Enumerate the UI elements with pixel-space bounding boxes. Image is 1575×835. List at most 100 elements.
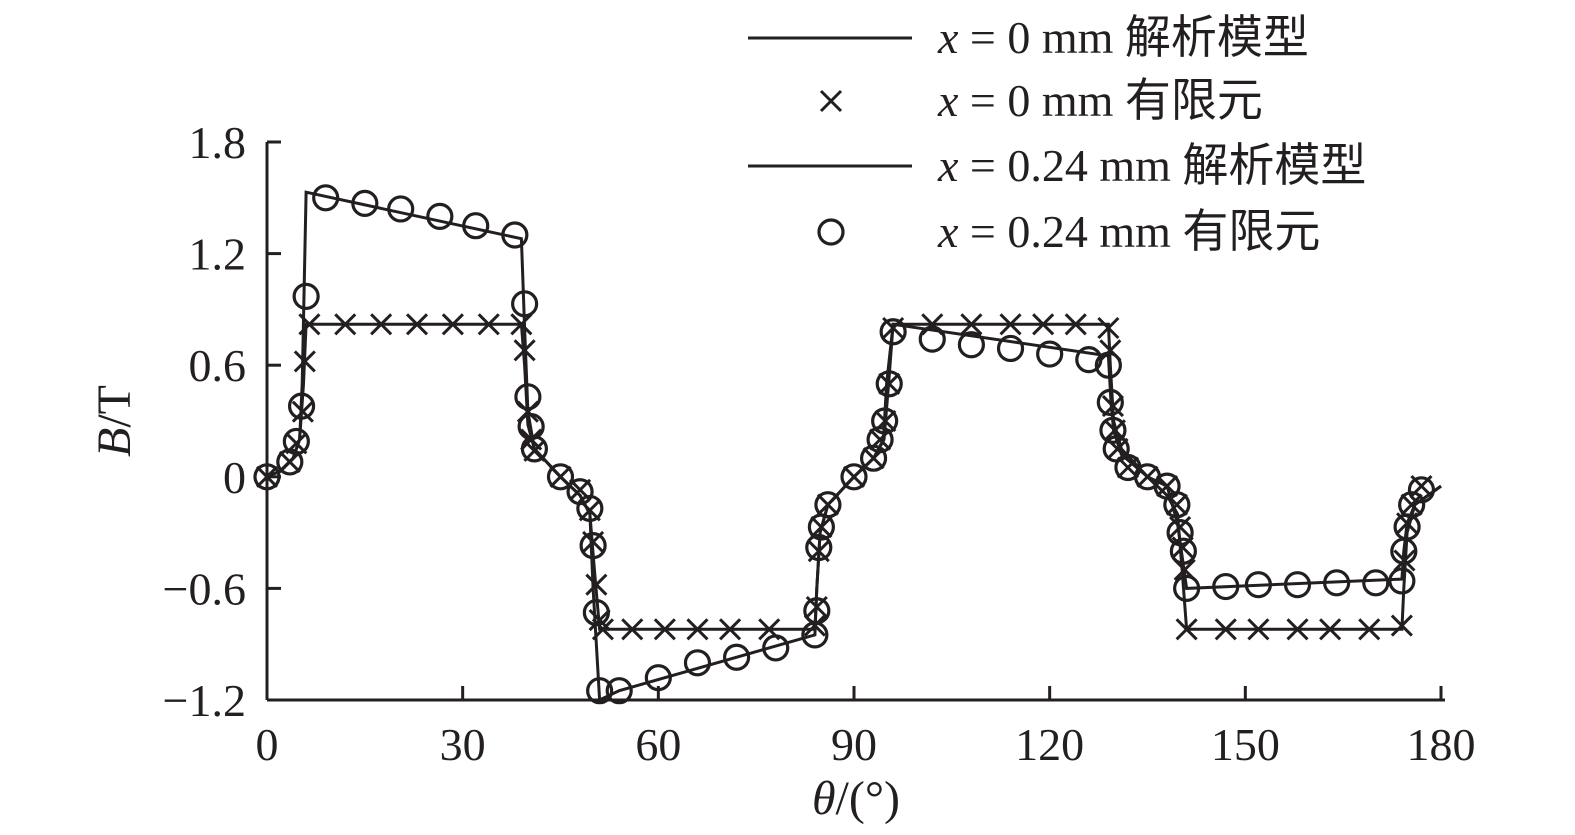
circle-marker <box>462 212 490 240</box>
cross-marker <box>719 618 742 641</box>
y-tick-label: −0.6 <box>163 563 246 614</box>
circle-marker <box>1323 569 1351 597</box>
circle-marker <box>576 494 604 523</box>
x-axis-title: θ/(°) <box>812 772 900 825</box>
circle-marker <box>1398 491 1426 519</box>
cross-marker <box>293 350 316 373</box>
circle-marker <box>1169 537 1197 565</box>
cross-marker <box>477 313 500 336</box>
cross-marker <box>1358 618 1381 641</box>
cross-marker <box>441 313 464 336</box>
circle-marker <box>292 282 320 310</box>
circle-marker <box>683 649 712 677</box>
circle-marker <box>803 597 831 625</box>
cross-marker <box>1214 618 1237 641</box>
cross-marker <box>1175 618 1198 641</box>
cross-marker <box>686 618 709 641</box>
circle-marker <box>501 221 529 249</box>
cross-marker <box>1286 618 1309 641</box>
circle-marker <box>546 463 575 491</box>
x-tick-label: 0 <box>256 719 279 770</box>
cross-marker <box>999 313 1022 336</box>
y-axis-title: B/T <box>88 385 141 457</box>
cross-marker <box>405 313 429 336</box>
cross-marker <box>370 313 393 336</box>
circle-marker <box>762 634 790 662</box>
circle-marker <box>1075 346 1103 374</box>
circle-marker <box>1163 491 1191 519</box>
circle-marker <box>387 195 415 223</box>
circle-marker <box>996 334 1025 363</box>
series-3 <box>266 190 1442 703</box>
y-tick-label: −1.2 <box>163 675 246 726</box>
cross-marker <box>1400 493 1423 516</box>
circle-marker <box>351 189 379 217</box>
x-tick-label: 90 <box>831 719 877 770</box>
circle-marker <box>871 407 899 435</box>
cross-marker <box>334 313 357 336</box>
cross-marker <box>878 372 901 395</box>
circle-marker <box>859 444 888 472</box>
circle-marker <box>579 532 607 560</box>
circle-marker <box>511 290 539 318</box>
series-2 <box>255 313 1433 641</box>
cross-marker <box>1169 515 1192 539</box>
circle-marker <box>1099 416 1127 444</box>
y-ticks: −1.2 −0.6 0 0.6 1.2 1.8 <box>163 117 281 726</box>
circle-marker <box>879 318 907 346</box>
cross-marker <box>1247 618 1270 641</box>
circle-marker <box>1388 567 1416 595</box>
circle-marker <box>840 463 868 491</box>
series-line <box>266 190 1442 703</box>
circle-marker <box>1096 388 1124 416</box>
cross-marker <box>960 313 983 336</box>
cross-marker <box>1390 614 1413 637</box>
circle-marker <box>875 370 903 398</box>
cross-marker <box>1319 618 1342 641</box>
x-tick-label: 150 <box>1211 719 1280 770</box>
x-ticks: 0 30 60 90 120 150 180 <box>256 686 1476 770</box>
legend-item-3: x = 0.24 mm 解析模型 <box>748 140 1366 191</box>
circle-marker <box>1283 571 1312 599</box>
cross-marker <box>621 618 644 641</box>
circle-marker <box>1407 476 1436 504</box>
legend-item-4: x = 0.24 mm 有限元 <box>817 206 1320 257</box>
cross-marker <box>1032 313 1055 336</box>
circle-marker <box>426 202 454 230</box>
circle-marker <box>1036 340 1064 368</box>
legend-label: x = 0.24 mm 有限元 <box>937 206 1320 257</box>
circle-marker <box>918 325 946 353</box>
legend-item-1: x = 0 mm 解析模型 <box>748 12 1309 63</box>
circle-marker <box>1166 518 1194 547</box>
circle-marker <box>586 677 614 705</box>
x-tick-label: 180 <box>1407 719 1476 770</box>
legend-label: x = 0 mm 有限元 <box>937 75 1263 126</box>
x-tick-label: 120 <box>1015 719 1084 770</box>
circle-marker <box>1362 569 1390 597</box>
circle-marker <box>1244 571 1272 599</box>
circle-marker <box>957 331 986 359</box>
circle-marker <box>1212 572 1240 601</box>
legend-item-2: x = 0 mm 有限元 <box>819 75 1263 126</box>
cross-marker <box>653 618 676 641</box>
y-tick-label: 1.8 <box>189 117 247 168</box>
circle-marker <box>282 427 310 456</box>
circle-marker <box>866 426 894 454</box>
cross-marker <box>1064 313 1087 336</box>
circle-marker <box>287 392 316 420</box>
series-4 <box>253 184 1436 705</box>
x-tick-label: 30 <box>440 719 486 770</box>
circle-marker <box>520 435 549 463</box>
legend: x = 0 mm 解析模型 x = 0 mm 有限元 x = 0.24 mm 解析模… <box>748 12 1366 257</box>
legend-label: x = 0 mm 解析模型 <box>937 12 1309 63</box>
plot-area <box>253 184 1442 705</box>
x-tick-label: 60 <box>635 719 681 770</box>
circle-marker <box>312 184 340 212</box>
cross-marker <box>510 313 533 336</box>
circle-marker <box>1094 351 1122 379</box>
y-tick-label: 0 <box>223 452 246 503</box>
circle-marker <box>582 598 610 627</box>
cross-marker <box>1097 316 1120 340</box>
circle-marker <box>805 533 833 562</box>
